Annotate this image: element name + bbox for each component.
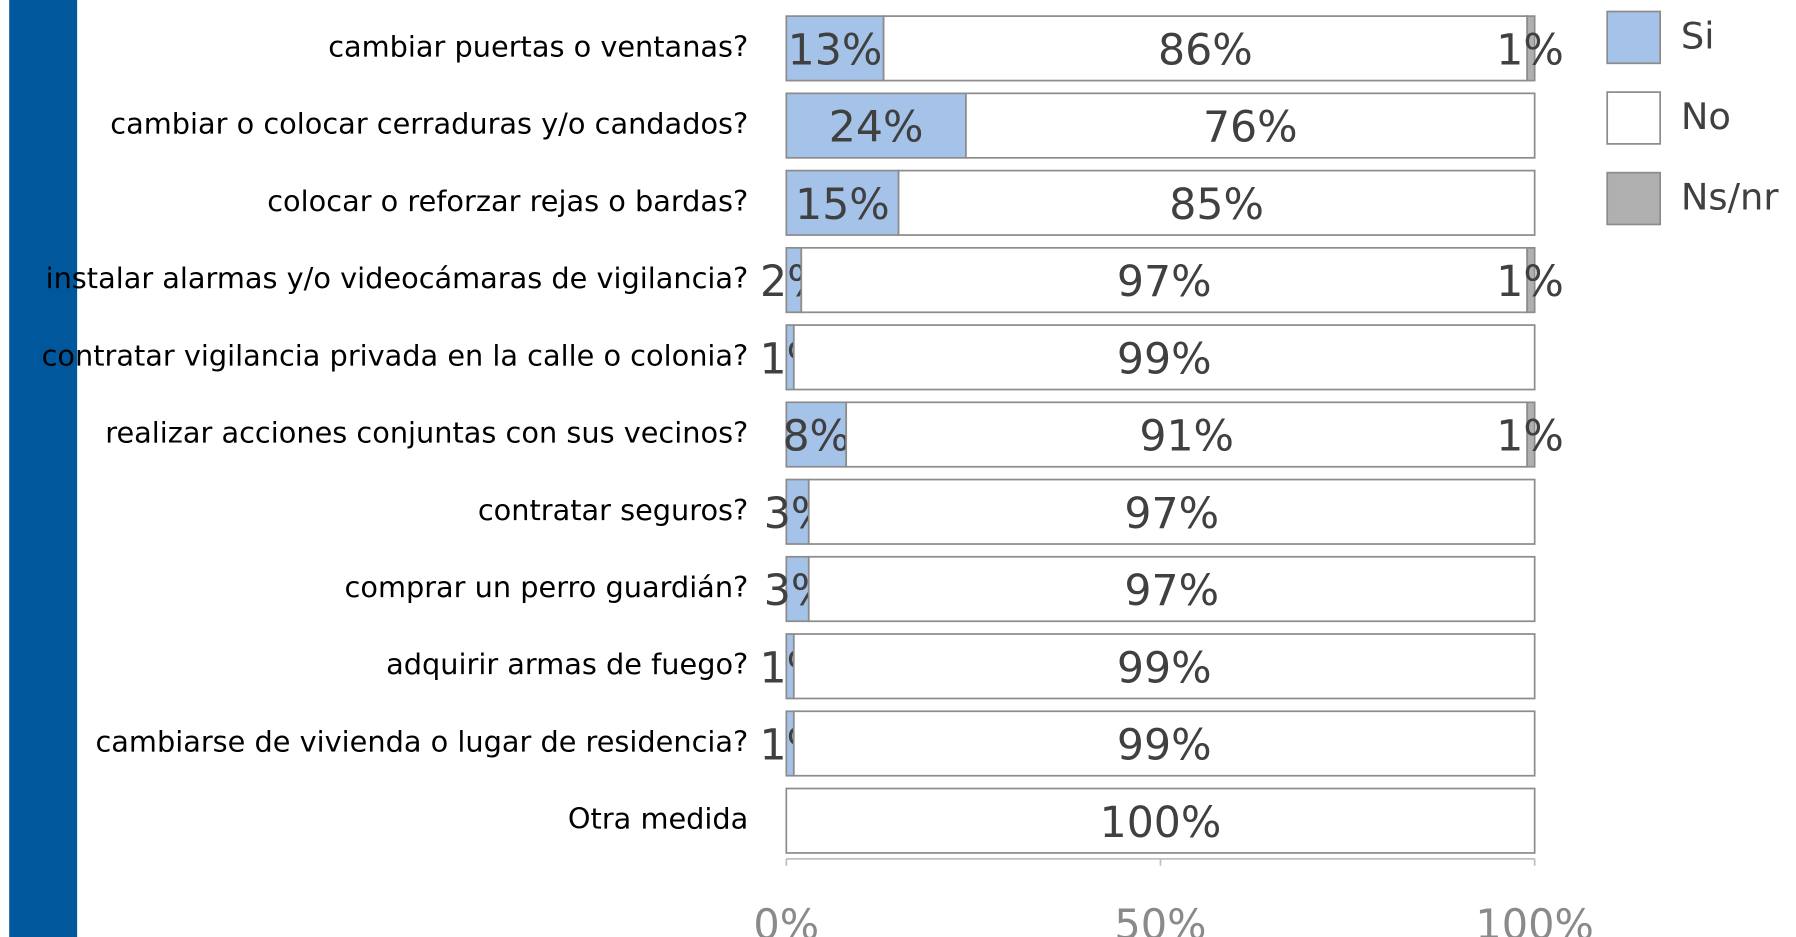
bar-segment xyxy=(792,710,1536,777)
data-label: 97% xyxy=(1117,257,1212,307)
data-label: 24% xyxy=(829,103,924,153)
data-label: 99% xyxy=(1117,721,1212,771)
bar-segment xyxy=(792,324,1536,391)
bar-segment xyxy=(785,92,967,159)
x-tick-label: 50% xyxy=(1114,901,1206,937)
data-label: 8% xyxy=(782,412,850,462)
category-label: cambiar puertas o ventanas? xyxy=(328,29,748,63)
category-label: Otra medida xyxy=(568,802,748,836)
legend-label: No xyxy=(1681,95,1731,138)
data-label: 1% xyxy=(1496,257,1564,307)
data-label: 1% xyxy=(1496,25,1564,75)
data-label: 76% xyxy=(1203,103,1298,153)
bar-segment xyxy=(807,478,1536,545)
data-label: 86% xyxy=(1158,25,1253,75)
bar-segment xyxy=(792,633,1536,700)
bar-segment xyxy=(845,401,1529,468)
x-tick-label: 100% xyxy=(1475,901,1593,937)
x-tick-label: 0% xyxy=(753,901,819,937)
legend-label: Si xyxy=(1681,14,1715,57)
data-label: 1% xyxy=(1496,412,1564,462)
legend-swatch xyxy=(1606,91,1662,145)
category-label: instalar alarmas y/o videocámaras de vig… xyxy=(46,261,749,295)
bar-segment xyxy=(1526,401,1536,468)
data-label: 100% xyxy=(1100,798,1222,848)
bar-segment xyxy=(785,787,1536,854)
data-label: 15% xyxy=(795,180,890,230)
category-label: contratar vigilancia privada en la calle… xyxy=(42,338,749,372)
bar-segment xyxy=(807,555,1536,623)
data-label: 13% xyxy=(788,25,883,75)
data-label: 91% xyxy=(1139,412,1234,462)
legend-swatch xyxy=(1606,171,1662,226)
data-label: 97% xyxy=(1124,489,1219,539)
bar-segment xyxy=(785,169,900,236)
legend-label: Ns/nr xyxy=(1681,176,1779,219)
bar-segment xyxy=(882,15,1529,82)
category-label: realizar acciones conjuntas con sus veci… xyxy=(105,416,748,450)
category-label: comprar un perro guardián? xyxy=(345,570,749,604)
category-label: adquirir armas de fuego? xyxy=(386,647,748,681)
legend-swatch xyxy=(1606,10,1662,65)
bar-segment xyxy=(800,246,1529,314)
bar-segment xyxy=(785,15,885,82)
category-label: contratar seguros? xyxy=(478,493,749,527)
data-label: 99% xyxy=(1117,643,1212,693)
bar-segment xyxy=(1526,246,1536,314)
side-band xyxy=(9,0,78,937)
bar-segment xyxy=(897,169,1536,236)
bar-segment xyxy=(965,92,1536,159)
data-label: 99% xyxy=(1117,334,1212,384)
data-label: 85% xyxy=(1169,180,1264,230)
category-label: cambiarse de vivienda o lugar de residen… xyxy=(96,725,749,759)
category-label: colocar o reforzar rejas o bardas? xyxy=(267,184,748,218)
bar-segment xyxy=(1526,15,1536,82)
category-label: cambiar o colocar cerraduras y/o candado… xyxy=(110,107,748,141)
data-label: 97% xyxy=(1124,566,1219,616)
